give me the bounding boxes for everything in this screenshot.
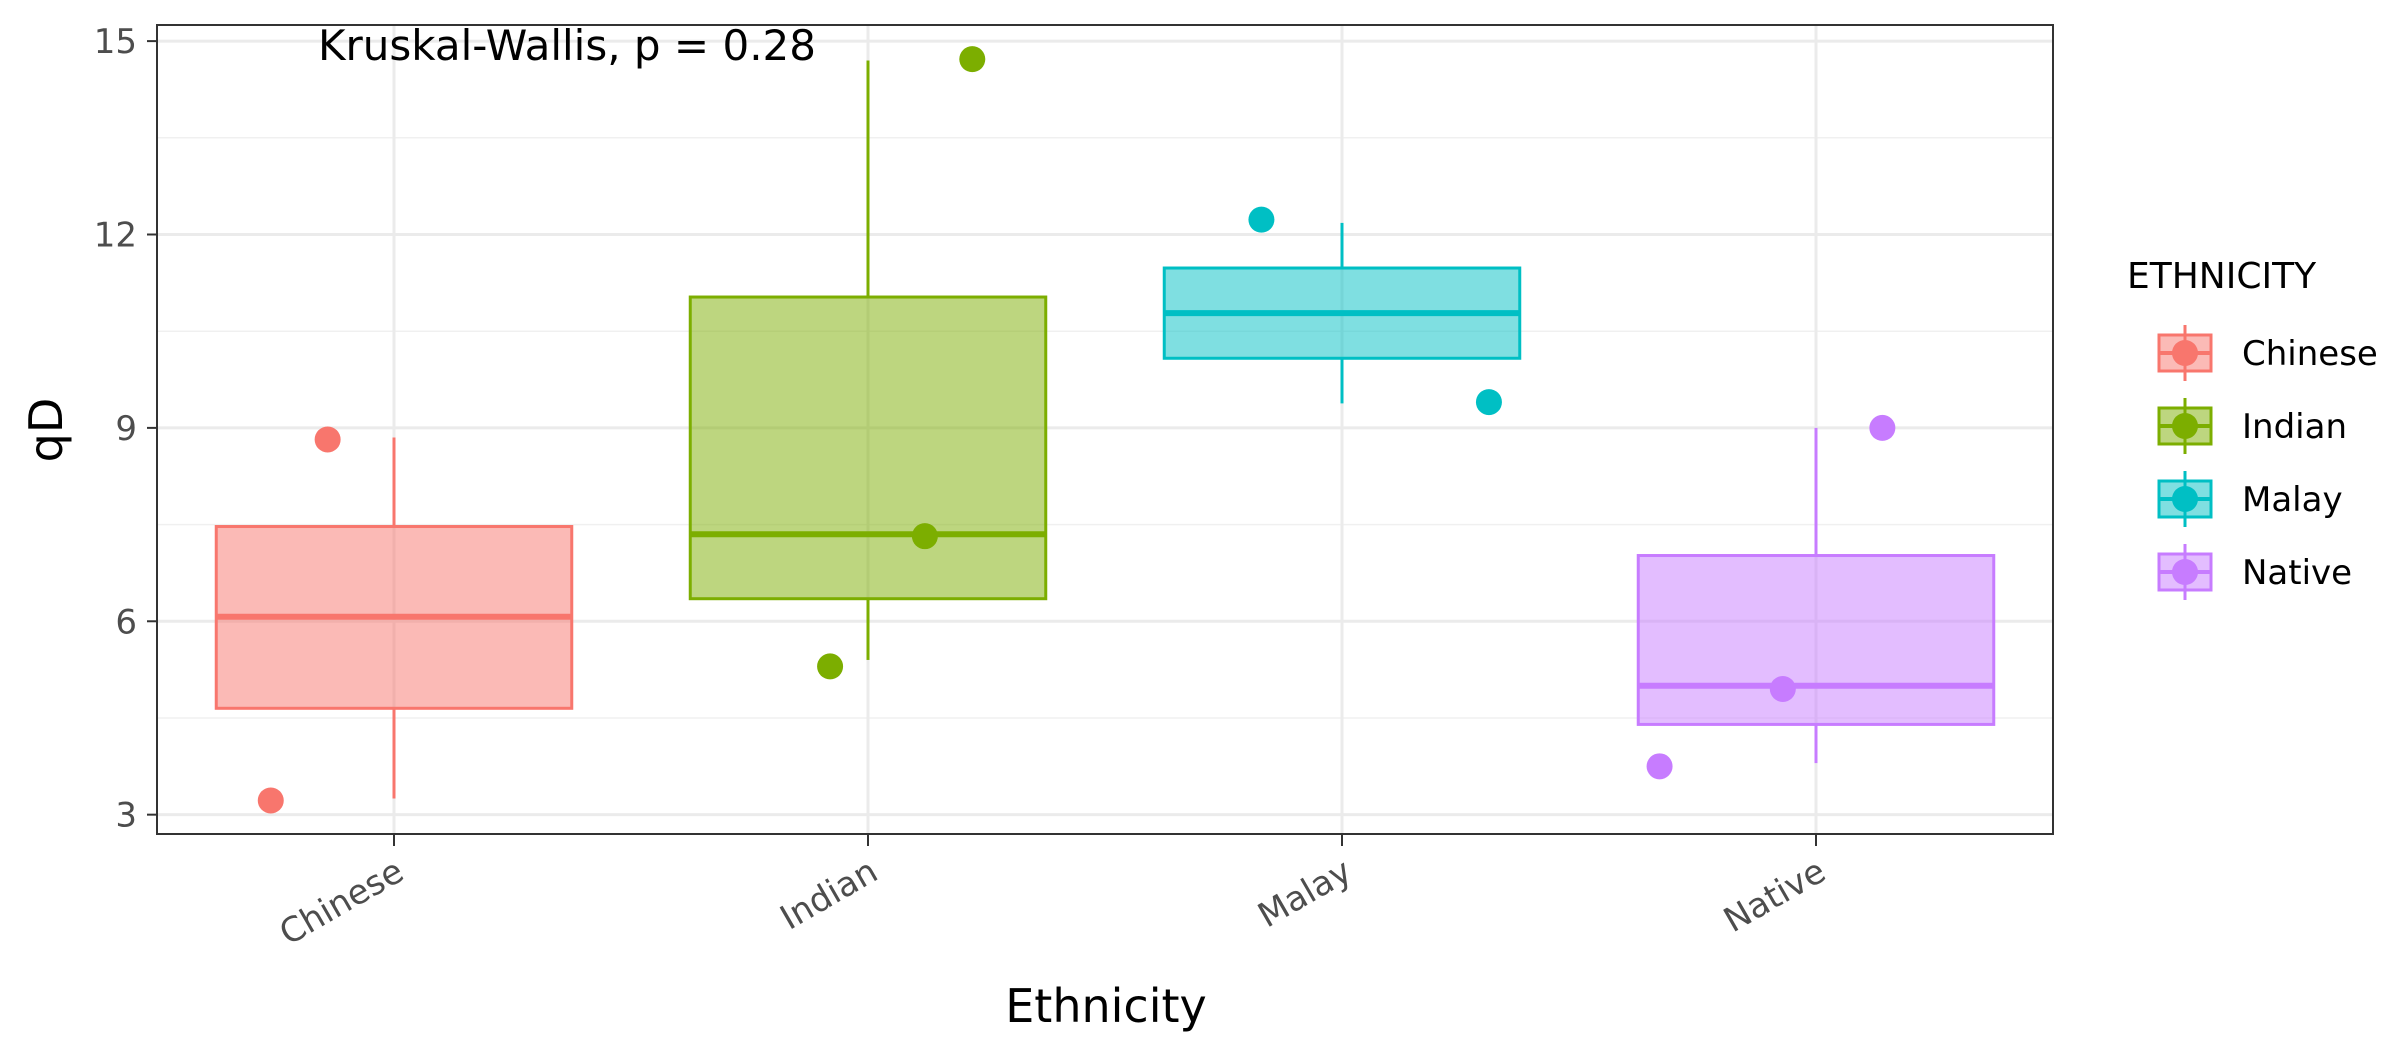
box-chinese <box>214 437 574 799</box>
legend-item-native: Native <box>2157 544 2352 600</box>
x-tick-label-malay: Malay <box>1251 851 1358 936</box>
box-native <box>1636 427 1996 764</box>
legend-label-native: Native <box>2242 553 2352 593</box>
legend-key-point <box>2172 559 2198 585</box>
data-point-indian <box>817 653 844 680</box>
box-indian <box>688 60 1048 660</box>
legend: ETHNICITY Chinese Indian Malay Native <box>2127 256 2378 600</box>
data-point-native <box>1769 675 1796 702</box>
legend-label-malay: Malay <box>2242 480 2343 520</box>
y-tick-label: 6 <box>115 602 137 642</box>
box-layer <box>214 60 1996 799</box>
y-tick-label: 3 <box>115 796 137 836</box>
legend-label-indian: Indian <box>2242 407 2347 447</box>
data-point-chinese <box>257 787 284 814</box>
legend-key-point <box>2172 413 2198 439</box>
x-tick-label-native: Native <box>1717 851 1832 941</box>
legend-key-point <box>2172 486 2198 512</box>
legend-item-chinese: Chinese <box>2157 325 2378 381</box>
data-point-chinese <box>314 426 341 453</box>
data-point-native <box>1646 753 1673 780</box>
legend-item-malay: Malay <box>2157 471 2343 527</box>
legend-items: Chinese Indian Malay Native <box>2157 325 2378 600</box>
x-tick-label-chinese: Chinese <box>273 851 411 954</box>
box-malay <box>1162 222 1522 404</box>
legend-label-chinese: Chinese <box>2242 334 2378 374</box>
data-point-malay <box>1248 206 1275 233</box>
box-iqr <box>688 295 1048 601</box>
legend-title: ETHNICITY <box>2127 256 2317 297</box>
x-tick-label-indian: Indian <box>774 851 885 938</box>
panel-border <box>156 24 2054 835</box>
y-tick-label: 15 <box>94 22 137 62</box>
y-tick-label: 9 <box>115 409 137 449</box>
box-iqr <box>1636 554 1996 726</box>
y-axis-title: qD <box>19 398 73 463</box>
data-point-malay <box>1475 389 1502 416</box>
data-point-native <box>1869 414 1896 441</box>
y-tick-label: 12 <box>94 216 137 256</box>
kruskal-wallis-annotation: Kruskal-Wallis, p = 0.28 <box>318 21 816 70</box>
point-layer <box>257 46 1896 814</box>
legend-key-point <box>2172 340 2198 366</box>
data-point-indian <box>959 46 986 73</box>
data-point-indian <box>911 523 938 550</box>
legend-item-indian: Indian <box>2157 398 2347 454</box>
x-axis-title: Ethnicity <box>1005 979 1207 1033</box>
